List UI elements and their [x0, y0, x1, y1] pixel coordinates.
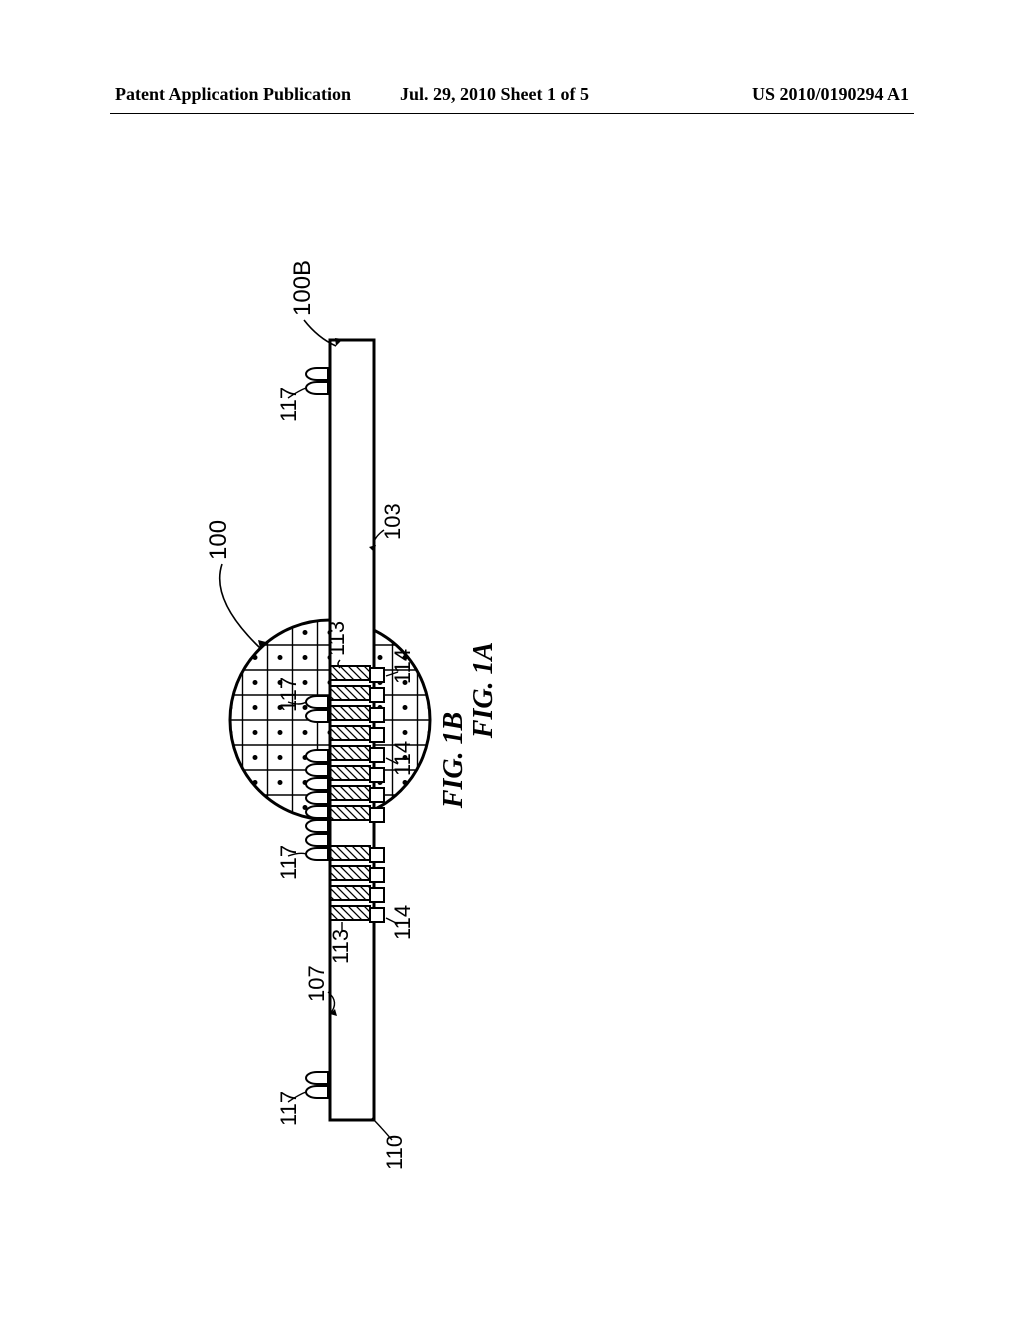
svg-text:100B: 100B — [289, 260, 316, 316]
svg-text:113: 113 — [328, 929, 353, 964]
header-right: US 2010/0190294 A1 — [752, 84, 909, 105]
fig-1b-svg: 110117117117117107103113113114114114100B — [150, 260, 430, 1180]
svg-text:114: 114 — [390, 741, 415, 776]
svg-text:114: 114 — [390, 649, 415, 684]
fig-1a-caption: FIG. 1A — [468, 520, 500, 860]
fig-1b-group: 110117117117117107103113113114114114100B… — [150, 260, 470, 1180]
svg-text:110: 110 — [382, 1135, 407, 1170]
fig-1b-caption: FIG. 1B — [438, 440, 470, 1080]
header-center: Jul. 29, 2010 Sheet 1 of 5 — [400, 84, 589, 105]
svg-text:117: 117 — [276, 677, 301, 712]
header-left: Patent Application Publication — [115, 84, 351, 105]
header-rule — [110, 113, 914, 114]
svg-text:113: 113 — [324, 621, 349, 656]
svg-text:117: 117 — [276, 845, 301, 880]
svg-text:107: 107 — [304, 965, 329, 1002]
svg-text:103: 103 — [380, 503, 405, 540]
